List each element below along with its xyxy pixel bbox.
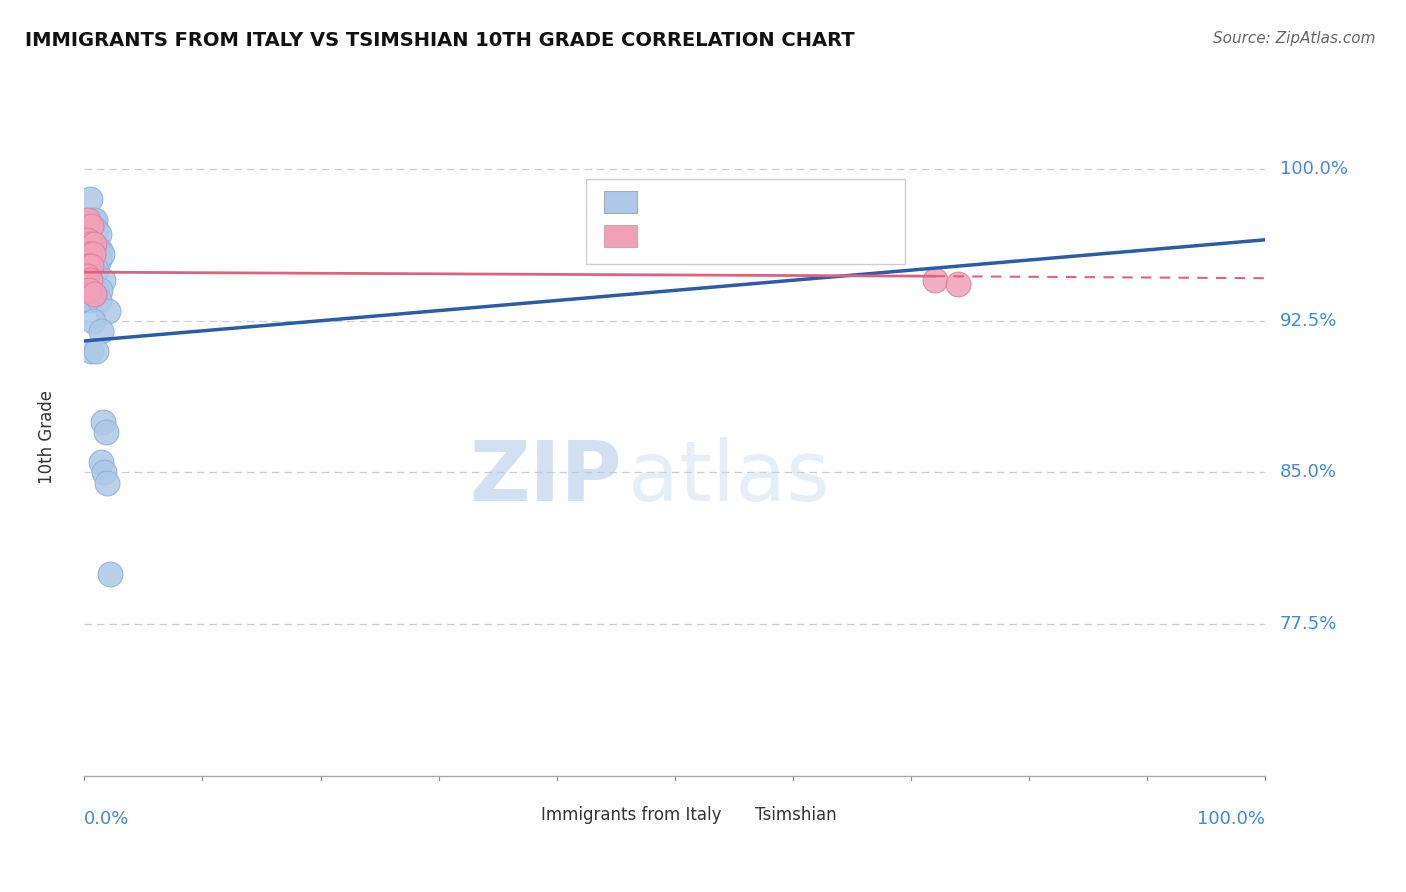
Point — [76, 269, 98, 284]
Point — [82, 314, 104, 328]
Point — [84, 252, 107, 267]
Point — [87, 227, 110, 241]
FancyBboxPatch shape — [509, 805, 536, 825]
Point — [76, 233, 98, 247]
FancyBboxPatch shape — [586, 179, 905, 264]
Text: N =: N = — [758, 227, 790, 245]
Point — [94, 425, 117, 439]
Text: 15: 15 — [797, 227, 821, 245]
Point — [82, 247, 104, 261]
Point — [77, 247, 100, 261]
Text: Immigrants from Italy: Immigrants from Italy — [541, 806, 721, 824]
Text: -0.031: -0.031 — [686, 227, 749, 245]
Point — [91, 273, 114, 287]
Point — [87, 252, 110, 267]
Text: 0.100: 0.100 — [686, 194, 742, 211]
Point — [80, 293, 103, 308]
Point — [79, 236, 101, 251]
Point — [79, 192, 101, 206]
Point — [84, 344, 107, 359]
Point — [89, 243, 111, 257]
Text: Tsimshian: Tsimshian — [755, 806, 837, 824]
FancyBboxPatch shape — [605, 225, 637, 247]
Point — [86, 243, 108, 257]
Text: 32: 32 — [797, 194, 821, 211]
Point — [90, 324, 112, 338]
Point — [83, 239, 105, 253]
FancyBboxPatch shape — [723, 805, 748, 825]
Point — [948, 277, 970, 292]
Point — [83, 273, 105, 287]
Text: Source: ZipAtlas.com: Source: ZipAtlas.com — [1212, 31, 1375, 46]
Point — [98, 566, 121, 581]
Point — [79, 273, 101, 287]
Text: 77.5%: 77.5% — [1279, 615, 1337, 633]
Point — [80, 263, 103, 277]
Point — [87, 293, 110, 308]
Point — [84, 263, 107, 277]
Point — [77, 259, 100, 273]
Text: atlas: atlas — [627, 437, 830, 518]
Text: 85.0%: 85.0% — [1279, 464, 1337, 482]
Text: 92.5%: 92.5% — [1279, 311, 1337, 330]
Point — [93, 466, 115, 480]
Text: ZIP: ZIP — [470, 437, 621, 518]
Point — [80, 344, 103, 359]
Point — [91, 415, 114, 429]
Text: R =: R = — [648, 227, 681, 245]
Point — [96, 475, 118, 490]
Text: 100.0%: 100.0% — [1279, 160, 1347, 178]
Text: 0.0%: 0.0% — [84, 810, 129, 828]
Point — [97, 303, 120, 318]
Point — [91, 247, 114, 261]
Point — [89, 284, 111, 298]
Point — [83, 284, 105, 298]
Point — [77, 293, 100, 308]
Text: N =: N = — [758, 194, 790, 211]
Point — [83, 236, 105, 251]
Text: IMMIGRANTS FROM ITALY VS TSIMSHIAN 10TH GRADE CORRELATION CHART: IMMIGRANTS FROM ITALY VS TSIMSHIAN 10TH … — [25, 31, 855, 50]
Point — [77, 284, 100, 298]
FancyBboxPatch shape — [605, 191, 637, 213]
Point — [84, 222, 107, 236]
Point — [80, 259, 103, 273]
Point — [82, 212, 104, 227]
Point — [90, 455, 112, 469]
Point — [80, 219, 103, 233]
Text: R =: R = — [648, 194, 681, 211]
Text: 100.0%: 100.0% — [1198, 810, 1265, 828]
Point — [77, 212, 100, 227]
Text: 10th Grade: 10th Grade — [38, 390, 56, 484]
Point — [83, 287, 105, 301]
Point — [84, 212, 107, 227]
Point — [79, 273, 101, 287]
Point — [924, 273, 946, 287]
